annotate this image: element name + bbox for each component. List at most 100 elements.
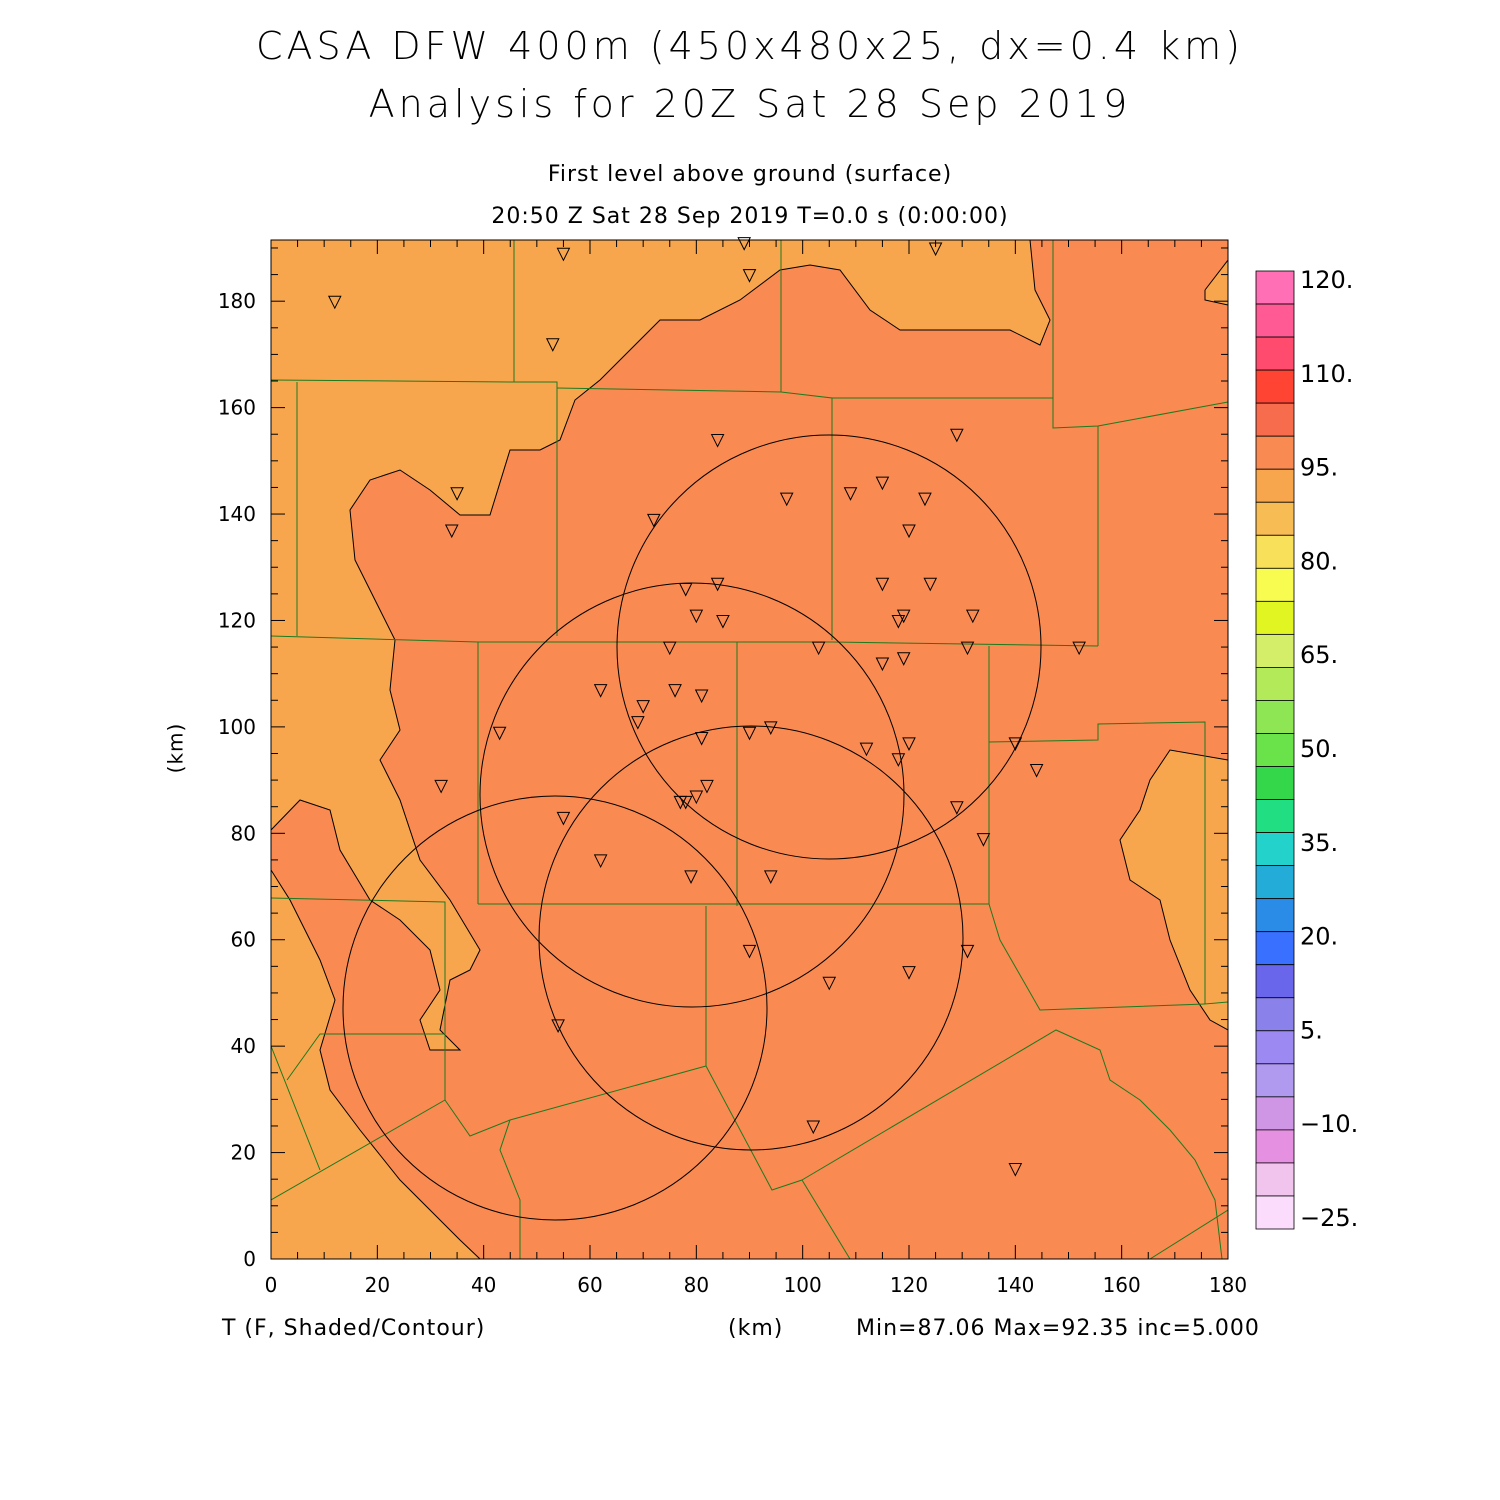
station-marker (875, 577, 890, 592)
colorbar-swatch (1255, 435, 1295, 470)
colorbar-swatch (1255, 799, 1295, 833)
colorbar-label: −25. (1300, 1204, 1358, 1232)
station-marker (545, 338, 560, 352)
y-tick-label: 140 (218, 502, 256, 526)
colorbar-label: 50. (1300, 735, 1338, 763)
station-marker (450, 487, 464, 501)
colorbar-swatch (1255, 997, 1295, 1032)
x-tick-label: 40 (471, 1273, 496, 1297)
colorbar-swatch (1255, 1030, 1295, 1065)
station-marker (891, 753, 906, 767)
colorbar-swatch (1255, 1129, 1295, 1164)
y-tick-label: 80 (231, 821, 256, 845)
axis-ticks (270, 240, 1229, 1260)
x-tick-label: 0 (265, 1273, 278, 1297)
colorbar-swatch (1255, 633, 1295, 668)
county-lines (271, 240, 1228, 1259)
station-marker (918, 492, 932, 507)
level-subtitle: First level above ground (surface) (547, 162, 953, 187)
x-tick-label: 120 (890, 1273, 928, 1297)
station-marker (668, 684, 682, 698)
variable-label: T (F, Shaded/Contour) (222, 1316, 486, 1341)
colorbar-swatch (1255, 832, 1295, 867)
station-marker (631, 716, 645, 730)
station-marker (694, 732, 709, 746)
colorbar-swatch (1255, 600, 1295, 635)
colorbar-labels: 120. 110. 95. 80. 65. 50. 35. 20. 5. −10. −25. (1300, 266, 1358, 1232)
colorbar-swatch (1255, 1162, 1295, 1197)
colorbar-swatch (1255, 700, 1295, 734)
colorbar-swatch (1255, 534, 1295, 569)
y-tick-label: 180 (218, 289, 256, 313)
colorbar-label: 120. (1300, 266, 1353, 294)
station-marker (960, 944, 975, 959)
station-marker (1029, 763, 1044, 778)
station-marker (763, 870, 778, 884)
colorbar-swatch (1255, 1096, 1295, 1131)
colorbar-swatch (1255, 468, 1295, 503)
station-marker (875, 657, 890, 672)
station-marker (742, 269, 757, 283)
colorbar-label: 65. (1300, 641, 1338, 669)
time-subtitle: 20:50 Z Sat 28 Sep 2019 T=0.0 s (0:00:00… (491, 204, 1009, 229)
y-tick-label: 20 (231, 1141, 256, 1165)
x-axis-title: (km) (728, 1316, 784, 1341)
temperature-contours (271, 240, 1228, 1259)
field-stats: Min=87.06 Max=92.35 inc=5.000 (856, 1316, 1260, 1341)
station-marker (593, 684, 608, 698)
station-marker (742, 944, 757, 959)
station-marker (896, 609, 911, 624)
colorbar-label: 5. (1300, 1016, 1323, 1044)
colorbar-swatch (1255, 501, 1295, 536)
x-axis-labels: 0 20 40 60 80 100 120 140 160 180 (265, 1273, 1247, 1297)
colorbar-label: 110. (1300, 360, 1353, 388)
x-tick-label: 100 (784, 1273, 822, 1297)
colorbar-swatch (1255, 733, 1295, 767)
station-marker (923, 577, 938, 592)
x-tick-label: 160 (1103, 1273, 1141, 1297)
temperature-shading (271, 240, 1228, 1259)
colorbar-swatch (1255, 667, 1295, 701)
x-tick-label: 180 (1209, 1273, 1247, 1297)
station-marker (742, 726, 757, 741)
station-marker (737, 237, 751, 251)
station-marker (843, 487, 858, 501)
station-marker (434, 779, 448, 794)
analysis-title: Analysis for 20Z Sat 28 Sep 2019 (368, 82, 1132, 126)
colorbar-swatch (1255, 931, 1295, 966)
station-marker (811, 641, 826, 656)
station-marker (806, 1120, 821, 1135)
colorbar-swatch (1255, 270, 1295, 305)
station-marker (694, 689, 709, 704)
station-marker (965, 609, 980, 624)
station-marker (646, 513, 661, 528)
station-marker (950, 801, 964, 815)
figure-title: CASA DFW 400m (450x480x25, dx=0.4 km) (255, 24, 1244, 68)
y-axis-labels: 0 20 40 60 80 100 120 140 160 180 (218, 289, 256, 1271)
station-marker (779, 492, 794, 507)
station-marker (902, 737, 916, 751)
y-tick-label: 0 (243, 1247, 256, 1271)
x-tick-label: 80 (684, 1273, 709, 1297)
colorbar-label: 20. (1300, 923, 1338, 951)
x-tick-label: 60 (577, 1273, 602, 1297)
station-marker (492, 726, 507, 741)
colorbar-label: 80. (1300, 547, 1338, 575)
station-marker (891, 614, 906, 629)
colorbar-swatch (1255, 766, 1295, 800)
y-axis-title: (km) (163, 722, 188, 774)
station-marker (1008, 1163, 1023, 1177)
radar-range-rings (342, 434, 1042, 1221)
cool-region-northeast (1205, 260, 1228, 305)
colorbar-swatch (1255, 865, 1295, 900)
station-marker (902, 524, 916, 539)
station-marker (700, 779, 714, 794)
cool-region-southwest (271, 870, 480, 1259)
station-marker (902, 966, 916, 980)
station-marker (763, 721, 778, 736)
station-markers (327, 237, 1086, 1177)
station-marker (950, 428, 964, 443)
colorbar-swatch (1255, 1063, 1295, 1098)
station-marker (822, 976, 837, 991)
